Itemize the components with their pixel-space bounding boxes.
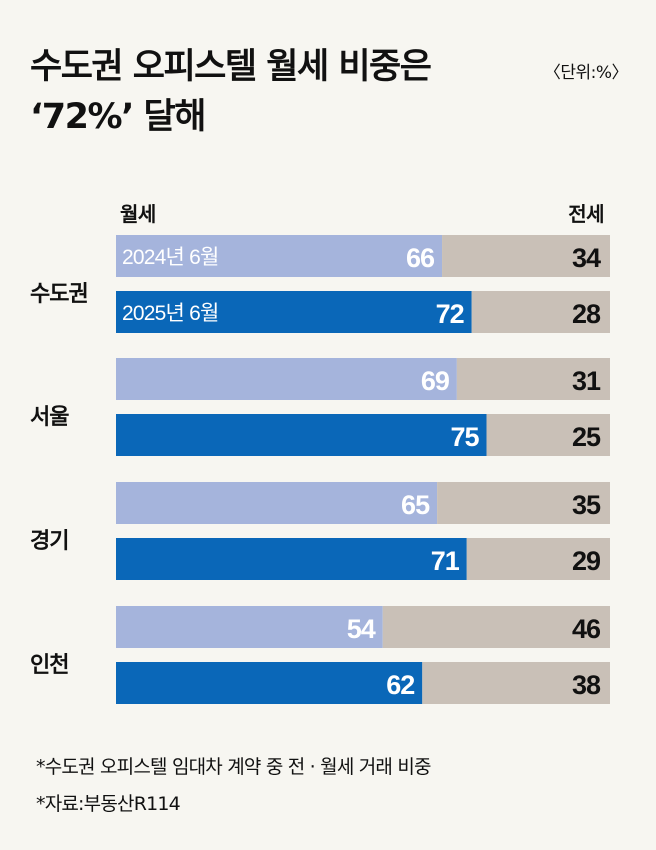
bar-jeonse [471, 291, 610, 333]
value-label-jeonse: 28 [572, 299, 601, 329]
value-label-jeonse: 25 [572, 422, 601, 452]
bar-jeonse [382, 606, 610, 648]
bar-jeonse [456, 358, 610, 400]
bar-jeonse [466, 538, 610, 580]
bar-wolse [116, 538, 467, 580]
bar-wolse [116, 291, 472, 333]
region-label: 수도권 [30, 282, 88, 307]
bar-jeonse [422, 662, 610, 704]
value-label-wolse: 66 [406, 243, 435, 273]
bar-wolse [116, 358, 457, 400]
bar-jeonse [442, 235, 610, 277]
bar-wolse [116, 662, 423, 704]
region-label: 서울 [30, 405, 69, 430]
value-label-wolse: 75 [450, 422, 479, 452]
column-header-jeonse: 전세 [568, 202, 604, 226]
value-label-jeonse: 46 [572, 614, 601, 644]
chart-title: 수도권 오피스텔 월세 비중은 ‘72%’ 달해 [30, 42, 432, 142]
footnote-description: *수도권 오피스텔 임대차 계약 중 전 · 월세 거래 비중 [36, 756, 432, 778]
footnote-source: *자료:부동산R114 [36, 793, 181, 815]
value-label-jeonse: 34 [572, 243, 601, 273]
value-label-wolse: 72 [436, 299, 464, 329]
value-label-wolse: 62 [386, 670, 414, 700]
period-label: 2025년 6월 [122, 302, 218, 325]
bar-wolse [116, 235, 443, 277]
value-label-wolse: 54 [347, 614, 376, 644]
value-label-wolse: 65 [401, 490, 430, 520]
bar-wolse [116, 414, 487, 456]
region-label: 경기 [30, 529, 68, 554]
value-label-jeonse: 38 [572, 670, 601, 700]
bar-wolse [116, 606, 383, 648]
unit-label: 〈단위:%〉 [543, 63, 629, 83]
value-label-jeonse: 31 [572, 366, 601, 396]
title-line-2: ‘72%’ 달해 [30, 97, 206, 137]
value-label-jeonse: 29 [572, 546, 601, 576]
title-line-1: 수도권 오피스텔 월세 비중은 [30, 47, 432, 87]
value-label-wolse: 71 [431, 546, 460, 576]
bar-jeonse [437, 482, 610, 524]
value-label-wolse: 69 [421, 366, 450, 396]
period-label: 2024년 6월 [122, 246, 218, 269]
value-label-jeonse: 35 [572, 490, 601, 520]
bar-jeonse [486, 414, 610, 456]
bar-wolse [116, 482, 438, 524]
region-label: 인천 [30, 653, 68, 678]
column-header-wolse: 월세 [120, 202, 156, 226]
